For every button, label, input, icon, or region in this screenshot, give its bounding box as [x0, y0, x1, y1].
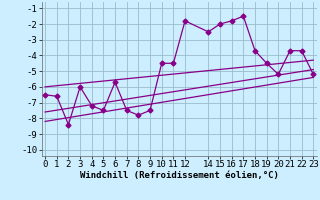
X-axis label: Windchill (Refroidissement éolien,°C): Windchill (Refroidissement éolien,°C)	[80, 171, 279, 180]
